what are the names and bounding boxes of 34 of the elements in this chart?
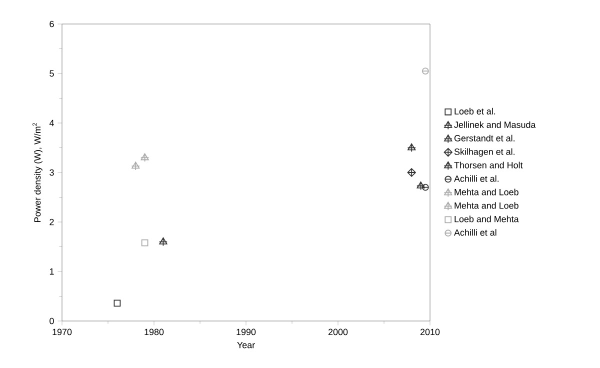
x-tick-label: 1980 bbox=[144, 328, 164, 336]
point bbox=[158, 237, 168, 246]
y-tick-label: 5 bbox=[50, 70, 54, 77]
y-tick-label: 1 bbox=[50, 268, 54, 275]
point bbox=[416, 182, 426, 190]
legend-label: Loeb et al. bbox=[454, 108, 496, 114]
x-tick-label: 1990 bbox=[236, 328, 256, 336]
x-axis-title: Year bbox=[237, 342, 255, 348]
point bbox=[141, 239, 148, 246]
y-tick-label: 6 bbox=[50, 20, 54, 28]
point bbox=[422, 184, 429, 191]
point bbox=[407, 168, 416, 177]
y-tick-label: 4 bbox=[49, 120, 54, 126]
point bbox=[422, 68, 429, 74]
point bbox=[407, 143, 416, 152]
x-tick-label: 2010 bbox=[420, 328, 440, 336]
legend-label: Achilli et al. bbox=[454, 175, 499, 182]
legend-label: Achilli et al bbox=[454, 229, 496, 236]
y-tick-label: 2 bbox=[50, 218, 54, 226]
x-tick-label: 1970 bbox=[52, 328, 72, 336]
legend-label: Mehta and Loeb bbox=[454, 202, 518, 209]
y-tick-label: 0 bbox=[50, 318, 54, 324]
point bbox=[140, 153, 150, 162]
legend-label: Thorsen and Holt bbox=[454, 162, 523, 168]
y-axis-title: Power density (W), W/m$^{2}$ bbox=[32, 123, 42, 222]
point bbox=[131, 162, 140, 170]
point bbox=[114, 300, 121, 307]
y-tick-label: 3 bbox=[50, 169, 54, 176]
legend-label: Skilhagen et al. bbox=[454, 148, 514, 157]
legend-label: Gerstandt et al. bbox=[454, 134, 514, 142]
legend-label: Loeb and Mehta bbox=[454, 216, 519, 222]
legend-label: Mehta and Loeb bbox=[454, 188, 518, 196]
legend-label: Jellinek and Masuda bbox=[454, 121, 536, 128]
x-tick-label: 2000 bbox=[328, 328, 348, 336]
